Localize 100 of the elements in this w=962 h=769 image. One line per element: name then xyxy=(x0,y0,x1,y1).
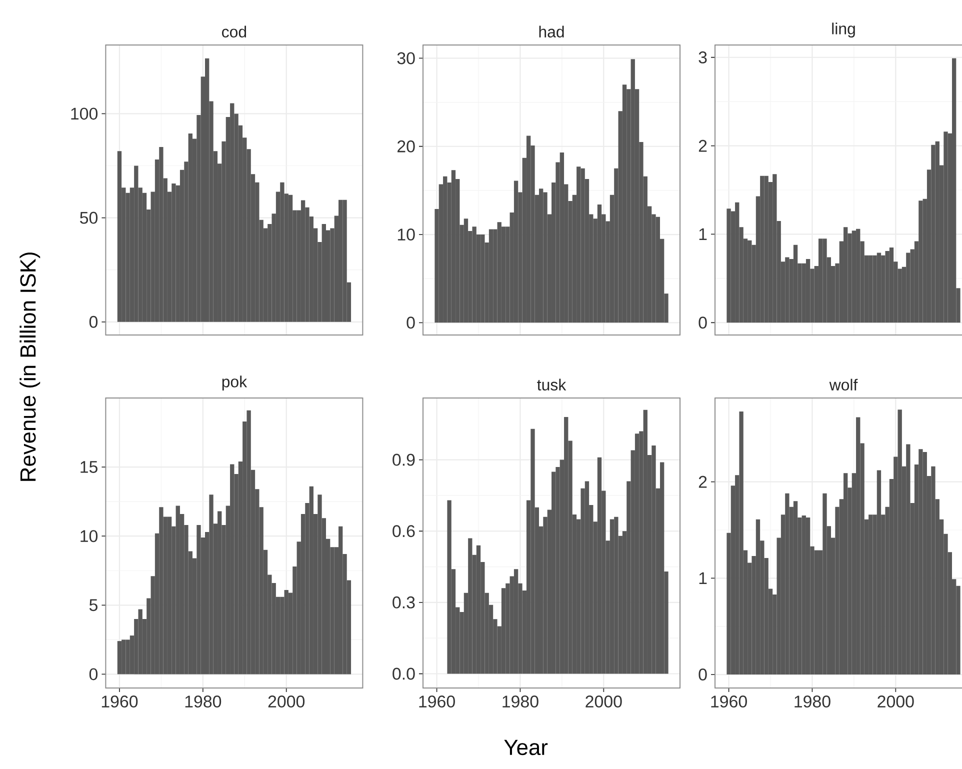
bar xyxy=(167,516,172,674)
y-tick-label: 0.3 xyxy=(392,596,415,608)
y-tick-label: 2 xyxy=(698,140,707,152)
bar xyxy=(630,59,635,323)
bar xyxy=(514,180,518,323)
bar xyxy=(822,493,827,675)
y-tick-label: 10 xyxy=(80,530,98,542)
bar xyxy=(785,257,790,323)
x-tick-label: 1960 xyxy=(419,696,455,708)
bar xyxy=(464,218,468,323)
y-tick-label: 0.9 xyxy=(392,454,415,466)
bar xyxy=(660,462,664,674)
bar xyxy=(280,182,284,322)
bar xyxy=(881,255,886,323)
bar xyxy=(488,229,494,323)
y-tick-label: 0 xyxy=(406,316,415,329)
bar xyxy=(159,507,164,674)
bar xyxy=(584,481,590,674)
bar xyxy=(122,640,126,674)
bar xyxy=(497,222,502,323)
bar xyxy=(159,147,164,322)
x-tick-label: 2000 xyxy=(878,696,914,708)
bar xyxy=(564,417,568,674)
bar xyxy=(868,514,873,675)
bar xyxy=(844,227,848,323)
bar xyxy=(284,590,288,674)
bar xyxy=(885,251,890,323)
bar xyxy=(205,58,210,322)
bar xyxy=(756,519,760,675)
y-tick-label: 0 xyxy=(698,316,707,329)
bar xyxy=(906,252,910,323)
bar xyxy=(309,486,314,674)
bar xyxy=(906,444,910,675)
y-tick-label: 1 xyxy=(699,572,707,584)
bar xyxy=(935,141,940,323)
bar xyxy=(476,545,481,674)
y-tick-label: 5 xyxy=(89,599,98,612)
bar xyxy=(451,170,456,323)
bar xyxy=(802,263,806,323)
bar xyxy=(188,133,192,322)
x-tick-label: 2000 xyxy=(268,696,305,708)
bar xyxy=(944,132,948,323)
chart-title: pok xyxy=(222,376,248,391)
bar xyxy=(443,176,448,323)
bar xyxy=(246,410,251,674)
bar xyxy=(652,446,656,674)
bar xyxy=(931,144,936,323)
y-tick-label: 0.0 xyxy=(392,668,415,680)
chart-title: had xyxy=(539,26,564,38)
y-tick-label: 0 xyxy=(698,668,707,681)
bar xyxy=(726,208,731,323)
bar xyxy=(318,494,322,674)
y-tick-label: 20 xyxy=(398,140,415,152)
chart-title: wolf xyxy=(829,378,858,391)
bar xyxy=(126,640,130,674)
bar xyxy=(806,517,810,675)
bar xyxy=(338,526,343,674)
bar xyxy=(472,226,476,323)
bar xyxy=(597,204,602,323)
bar xyxy=(852,230,856,323)
bar xyxy=(176,506,180,674)
bar xyxy=(876,252,882,323)
y-axis-title: Revenue (in Billion ISK) xyxy=(20,252,40,481)
x-tick-label: 1980 xyxy=(794,696,830,708)
bar xyxy=(622,84,627,323)
bar xyxy=(342,200,347,322)
bar xyxy=(918,449,923,675)
bar xyxy=(322,224,326,322)
bar xyxy=(576,166,581,323)
y-tick-label: 15 xyxy=(80,461,98,473)
bar xyxy=(530,428,535,674)
y-tick-label: 30 xyxy=(397,52,415,64)
bar xyxy=(597,457,602,674)
bar xyxy=(856,228,860,323)
bar xyxy=(634,434,640,674)
bar xyxy=(898,410,902,675)
bar xyxy=(735,202,740,323)
bar xyxy=(196,525,201,674)
chart-title: tusk xyxy=(537,378,566,391)
bar xyxy=(760,176,764,323)
bar xyxy=(514,569,518,674)
bar xyxy=(806,258,810,323)
bar xyxy=(338,200,343,322)
bar xyxy=(814,550,818,675)
bar xyxy=(614,516,618,674)
bar xyxy=(876,470,882,675)
bar xyxy=(209,494,214,674)
chart-title: cod xyxy=(222,26,246,38)
bar xyxy=(543,192,548,323)
bar xyxy=(218,511,222,674)
y-tick-label: 0 xyxy=(89,316,98,328)
x-tick-label: 1960 xyxy=(711,696,747,708)
bar xyxy=(918,200,923,323)
bar xyxy=(656,216,660,323)
bar xyxy=(772,174,777,323)
bar xyxy=(117,641,122,674)
bar xyxy=(931,466,936,675)
bar xyxy=(889,247,894,323)
bar xyxy=(818,238,823,323)
bar xyxy=(748,240,752,323)
